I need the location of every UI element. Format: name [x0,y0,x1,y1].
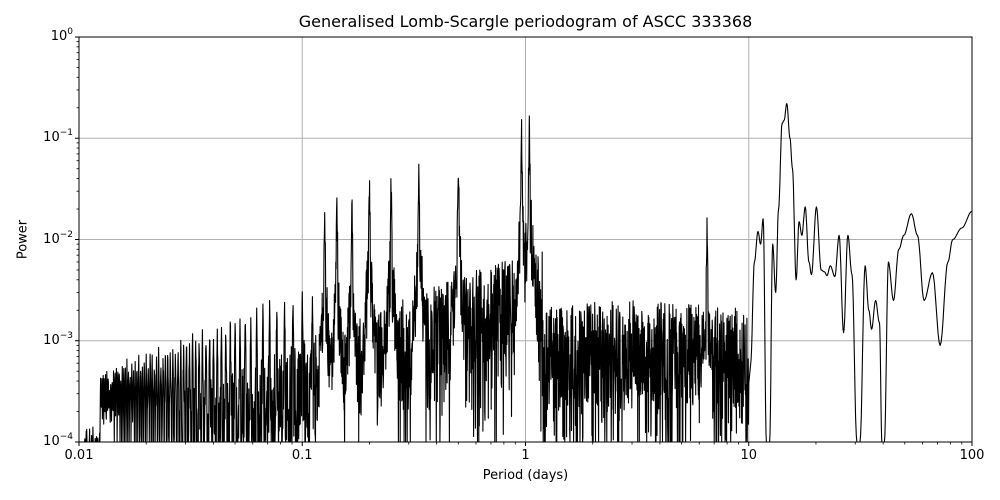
y-tick-label: 10−4 [43,432,73,449]
x-axis-label: Period (days) [482,468,569,483]
chart-title: Generalised Lomb-Scargle periodogram of … [298,12,753,31]
y-tick-label: 10−3 [43,330,73,348]
x-tick-label: 100 [959,448,985,463]
x-tick-label: 10 [740,448,758,463]
y-tick-label: 100 [50,27,73,44]
y-tick-label: 10−1 [43,128,73,146]
x-tick-label: 0.01 [64,448,94,463]
x-tick-label: 1 [521,448,530,463]
axis-ticks [75,36,973,446]
x-tick-label: 0.1 [291,448,313,463]
y-tick-label: 10−2 [43,229,73,247]
